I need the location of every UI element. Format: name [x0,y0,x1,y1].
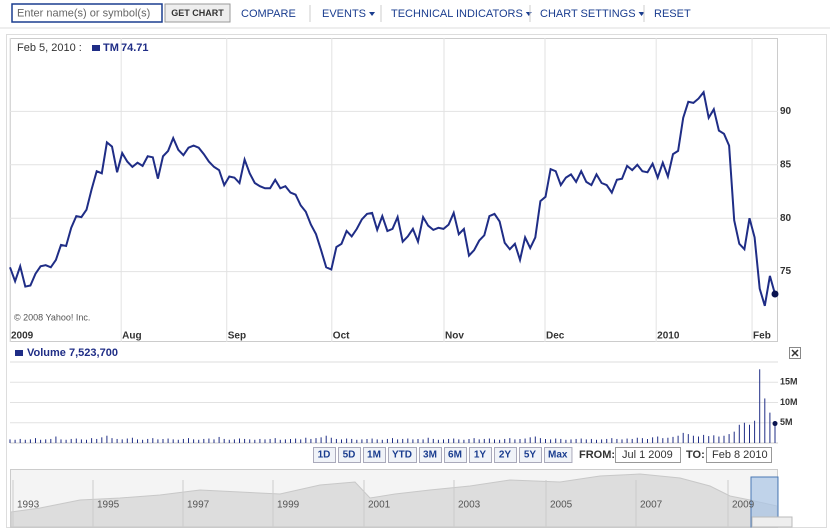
to-label: TO: [686,449,705,461]
range-button-box [388,447,417,463]
copyright: © 2008 Yahoo! Inc. [14,312,90,322]
x-tick-label: Nov [445,331,464,342]
legend-value: 74.71 [121,42,149,54]
x-tick-label: Oct [333,331,350,342]
from-value: Jul 1 2009 [622,449,673,461]
range-button-label: 5Y [524,450,537,461]
x-tick-label: Aug [122,331,141,342]
overview-year: 1993 [17,500,40,511]
price-line [9,89,776,307]
range-button-box [469,447,492,463]
range-button[interactable]: 1D [313,447,336,463]
overview-year: 1995 [97,500,120,511]
y-tick-label: 75 [780,266,792,277]
menu-arrow [525,12,532,16]
overview-year: 2007 [640,500,663,511]
to-input[interactable] [706,447,772,463]
range-button-box [419,447,442,463]
last-volume [772,421,778,427]
overview-year: 2003 [458,500,481,511]
y-tick-label: 15M [780,377,798,387]
get-chart-button[interactable] [164,3,231,23]
price-panel [10,38,778,342]
range-button[interactable]: 6M [444,447,467,463]
menu-arrow [369,12,376,16]
y-tick-label: 85 [780,159,792,170]
range-buttons: 1D 5D 1M YTD 3M 6M 1Y 2Y 5Y Max [313,447,573,463]
legend-swatch [92,45,100,51]
volume-swatch [15,350,23,356]
menu-item[interactable]: EVENTS [322,8,366,20]
y-tick-label: 10M [780,397,798,407]
menu-arrow [638,12,645,16]
range-button-label: 1M [367,450,381,461]
range-button-label: 1Y [474,450,487,461]
range-button[interactable]: 3M [419,447,442,463]
legend-name: TM [103,42,119,54]
range-button-label: 3M [423,450,437,461]
range-button-label: 6M [448,450,462,461]
close-icon [791,349,799,357]
search-box[interactable] [11,3,163,23]
range-button[interactable]: Max [544,447,573,463]
range-button-box [544,447,573,463]
to-value: Feb 8 2010 [712,449,768,461]
overview-year: 1999 [277,500,300,511]
range-button[interactable]: YTD [388,447,417,463]
y-tick-label: 80 [780,213,792,224]
menu-item[interactable]: COMPARE [241,8,296,20]
range-button[interactable]: 1Y [469,447,492,463]
menu-item[interactable]: TECHNICAL INDICATORS [391,8,523,20]
search-placeholder: Enter name(s) or symbol(s) [17,7,150,19]
menu-item[interactable]: RESET [654,8,691,20]
range-button-label: 2Y [499,450,512,461]
overview-year: 2005 [550,500,573,511]
date-header: Feb 5, 2010 : [17,42,82,54]
range-button[interactable]: 5Y [519,447,542,463]
range-button-box [519,447,542,463]
range-button[interactable]: 5D [338,447,361,463]
range-button-box [363,447,386,463]
range-button-box [444,447,467,463]
range-button-label: 1D [318,450,331,461]
y-tick-label: 5M [780,417,793,427]
x-tick-label: Dec [546,331,565,342]
overview-year: 1997 [187,500,210,511]
overview-years: 1993 1995 1997 1999 2001 2003 2005 2007 2009 [12,480,755,527]
overview-year: 2009 [732,500,755,511]
volume-name: Volume [27,347,66,359]
menu: COMPARE EVENTS TECHNICAL INDICATORS CHART S… [241,5,691,22]
x-tick-label: Sep [228,331,246,342]
range-button-box [338,447,361,463]
y-tick-label: 90 [780,106,792,117]
range-button-label: 5D [343,450,356,461]
range-button-label: Max [548,450,568,461]
range-button-box [313,447,336,463]
from-label: FROM: [579,449,615,461]
range-button[interactable]: 2Y [494,447,517,463]
get-chart-label: GET CHART [171,8,224,18]
range-button[interactable]: 1M [363,447,386,463]
range-button-label: YTD [392,450,412,461]
overview-year: 2001 [368,500,391,511]
from-input[interactable] [615,447,681,463]
x-tick-label: 2010 [657,331,680,342]
last-point [771,290,779,298]
menu-item[interactable]: CHART SETTINGS [540,8,636,20]
volume-value: 7,523,700 [69,347,118,359]
range-button-box [494,447,517,463]
x-tick-label: 2009 [11,331,34,342]
overview-scroll[interactable] [751,516,793,528]
x-tick-label: Feb [753,331,771,342]
overview-area [10,473,778,528]
